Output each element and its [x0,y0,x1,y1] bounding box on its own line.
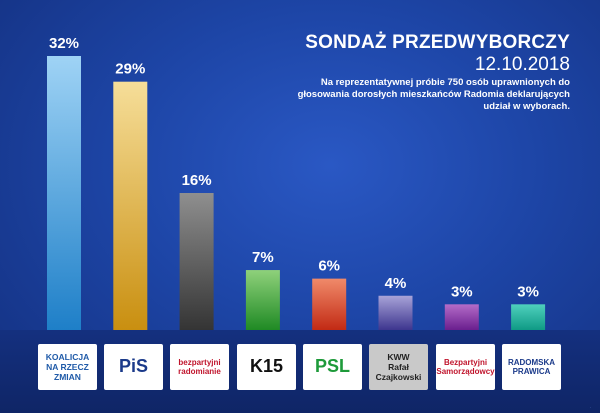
bar-5 [312,278,347,330]
bar-label-5: 6% [318,258,340,275]
bar-4 [245,270,280,330]
logo-line: Bezpartyjni [443,357,488,367]
logo-koalicja: KOALICJA NA RZECZ ZMIAN [38,344,97,390]
logo-pis-text: PiS [119,357,148,377]
logo-line: PSL [314,356,350,377]
bar-8 [511,304,546,330]
logo-bezpartyjni-samorzadowcy-text: Bezpartyjni Samorządowcy [436,358,494,377]
logo-strip [0,330,600,413]
bar-1 [47,56,81,330]
logo-line: KOALICJA [45,352,90,362]
bar-label-4: 7% [252,249,274,266]
logo-line: PiS [118,356,148,377]
logo-line: bezpartyjni [178,357,221,367]
logo-bezpartyjni-radomianie: bezpartyjni radomianie [170,344,229,390]
logo-k15: K15 [237,344,296,390]
chart-description: Na reprezentatywnej próbie 750 osób upra… [297,77,570,112]
logo-bezpartyjni-samorzadowcy: Bezpartyjni Samorządowcy [436,344,495,390]
logo-line: NA RZECZ [46,362,89,372]
bar-label-7: 3% [451,283,473,300]
logo-line: Czajkowski [375,372,422,382]
logo-bezpartyjni-radomianie-text: bezpartyjni radomianie [178,358,221,377]
logo-line: K15 [249,356,284,377]
logo-line: Samorządowcy [436,367,495,376]
bar-label-2: 29% [115,61,145,78]
logo-line: radomianie [178,367,221,376]
bar-3 [179,193,214,330]
bar-7 [444,304,479,330]
logo-pis: PiS [104,344,163,390]
chart-title: SONDAŻ PRZEDWYBORCZY [305,32,570,53]
bar-label-3: 16% [182,172,212,189]
logo-line: PRAWICA [512,367,551,376]
logo-psl: PSL [303,344,362,390]
logo-line: KWW [387,352,410,362]
logo-kww-czajkowski: KWW Rafał Czajkowski [369,344,428,390]
logo-koalicja-text: KOALICJA NA RZECZ ZMIAN [46,352,89,382]
logo-line: ZMIAN [54,372,81,382]
bar-label-8: 3% [517,283,539,300]
chart-date: 12.10.2018 [474,54,570,75]
bar-label-1: 32% [49,35,79,52]
logo-line: RADOMSKA [507,357,556,367]
logo-radomska-prawica-text: RADOMSKA PRAWICA [508,358,555,377]
bar-label-6: 4% [385,275,407,292]
logo-radomska-prawica: RADOMSKA PRAWICA [502,344,561,390]
logo-kww-czajkowski-text: KWW Rafał Czajkowski [376,352,422,382]
bar-2 [113,81,148,330]
logo-k15-text: K15 [250,357,283,377]
logo-line: Rafał [388,362,409,372]
logo-psl-text: PSL [315,357,350,377]
bar-6 [378,295,413,330]
